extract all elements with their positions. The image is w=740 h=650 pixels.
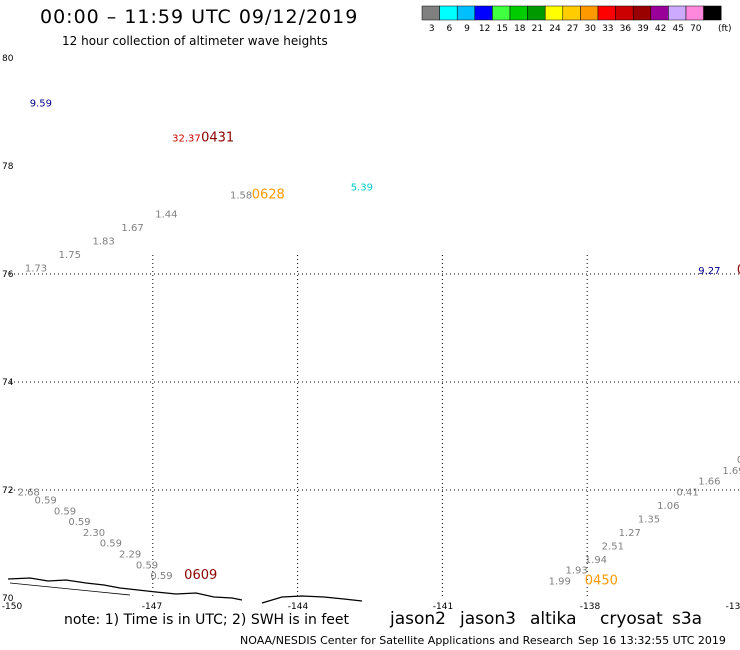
lon-label: -13 xyxy=(726,602,740,612)
legend-swatch xyxy=(615,5,634,21)
legend-swatch xyxy=(509,5,528,21)
wave-height-reading: 5.39 xyxy=(351,182,373,193)
page-subtitle: 12 hour collection of altimeter wave hei… xyxy=(62,34,328,48)
wave-height-reading: 1.58 xyxy=(230,190,252,201)
page-title: 00:00 – 11:59 UTC 09/12/2019 xyxy=(40,6,359,28)
coastline-inner xyxy=(9,582,131,596)
lat-label: 74 xyxy=(2,378,14,388)
legend-label: 70 xyxy=(690,24,702,34)
wave-height-reading: 1.27 xyxy=(619,528,641,539)
wave-height-reading: 0.59 xyxy=(35,496,57,507)
lat-label: 78 xyxy=(2,162,14,172)
legend-swatch xyxy=(544,5,564,21)
wave-height-reading: 1.73 xyxy=(25,263,47,274)
legend-label: 9 xyxy=(464,24,470,34)
legend-label: 15 xyxy=(496,24,507,34)
wave-height-reading: 0.59 xyxy=(54,506,76,517)
satellite-label-cryosat: cryosat xyxy=(600,609,663,629)
legend-swatch xyxy=(562,5,581,21)
satellite-label-s3a: s3a xyxy=(672,609,703,629)
legend-swatch xyxy=(685,5,704,21)
wave-height-reading: 1.93 xyxy=(565,566,587,577)
pass-time-label: 0628 xyxy=(252,187,285,202)
legend-label: 45 xyxy=(672,24,683,34)
wave-height-reading: 1.99 xyxy=(549,577,571,588)
legend-label: 42 xyxy=(655,24,666,34)
legend-label: 21 xyxy=(532,24,543,34)
lat-label: 76 xyxy=(2,270,14,280)
wave-height-reading: 1.66 xyxy=(698,477,720,488)
legend-label: 18 xyxy=(514,24,526,34)
wave-height-reading: 9.27 xyxy=(698,266,720,277)
legend-label: 24 xyxy=(549,24,561,34)
wave-height-reading: 0.59 xyxy=(136,560,158,571)
lon-label: -150 xyxy=(2,602,23,612)
legend-swatch xyxy=(492,5,511,21)
wave-height-reading: 0.59 xyxy=(68,517,90,528)
wave-height-reading: 0 xyxy=(737,455,740,466)
legend-swatch xyxy=(439,5,458,21)
wave-height-reading: 0.59 xyxy=(150,571,172,582)
legend-swatch xyxy=(597,5,616,21)
wave-height-reading: 1.83 xyxy=(92,236,114,247)
legend-swatch xyxy=(580,5,599,21)
legend-swatch xyxy=(703,5,722,21)
lat-label: 70 xyxy=(2,594,14,604)
lon-label: -138 xyxy=(580,602,601,612)
wave-height-reading: 2.51 xyxy=(602,541,624,552)
legend-swatch xyxy=(527,5,546,21)
legend-label: 30 xyxy=(584,24,596,34)
lon-label: -147 xyxy=(142,602,162,612)
wave-height-reading: 2.30 xyxy=(83,528,105,539)
legend-swatch xyxy=(668,5,687,21)
pass-time-label: 0450 xyxy=(585,574,618,589)
legend-swatch xyxy=(650,5,669,21)
legend-swatch xyxy=(456,5,476,21)
satellite-label-jason3: jason3 xyxy=(460,609,516,629)
wave-height-reading: 1.35 xyxy=(638,514,660,525)
lat-label: 72 xyxy=(2,486,13,496)
wave-height-reading: 1.75 xyxy=(59,250,81,261)
satellite-label-altika: altika xyxy=(530,609,577,629)
wave-height-reading: 1.06 xyxy=(657,501,679,512)
wave-height-reading: 0.41 xyxy=(676,487,698,498)
wave-height-reading: 1.67 xyxy=(121,223,143,234)
footer-note: note: 1) Time is in UTC; 2) SWH is in fe… xyxy=(64,612,350,628)
legend-label: 39 xyxy=(637,24,649,34)
legend-label: 6 xyxy=(447,24,453,34)
legend-swatch xyxy=(474,5,493,21)
legend-unit: (ft) xyxy=(718,24,732,34)
legend-swatch xyxy=(632,5,652,21)
pass-time-label: 0609 xyxy=(184,568,217,583)
legend-label: 12 xyxy=(479,24,490,34)
lat-label: 80 xyxy=(2,54,14,64)
pass-time-label: 0 xyxy=(737,263,740,278)
wave-height-reading: 32.37 xyxy=(172,134,201,145)
wave-height-reading: 2.29 xyxy=(119,550,141,561)
coastline-yukon xyxy=(261,595,363,604)
wave-height-reading: 1.94 xyxy=(585,555,607,566)
wave-height-reading: 9.59 xyxy=(30,99,52,110)
legend-swatch xyxy=(421,5,440,21)
wave-height-reading: 2.68 xyxy=(18,487,40,498)
wave-height-reading: 1.44 xyxy=(155,209,177,220)
lon-label: -144 xyxy=(288,602,309,612)
satellite-label-jason2: jason2 xyxy=(390,609,446,629)
legend-label: 36 xyxy=(620,24,632,34)
credit-line: NOAA/NESDIS Center for Satellite Applica… xyxy=(240,634,574,647)
pass-time-label: 0431 xyxy=(201,131,234,146)
coastline-alaska xyxy=(7,577,243,601)
lon-label: -141 xyxy=(433,602,453,612)
wave-height-reading: 1.69 xyxy=(722,466,740,477)
legend-label: 3 xyxy=(429,24,435,34)
legend-label: 33 xyxy=(602,24,613,34)
legend-label: 27 xyxy=(567,24,578,34)
generated-timestamp: Sep 16 13:32:55 UTC 2019 xyxy=(578,634,726,647)
wave-height-reading: 0.59 xyxy=(100,539,122,550)
